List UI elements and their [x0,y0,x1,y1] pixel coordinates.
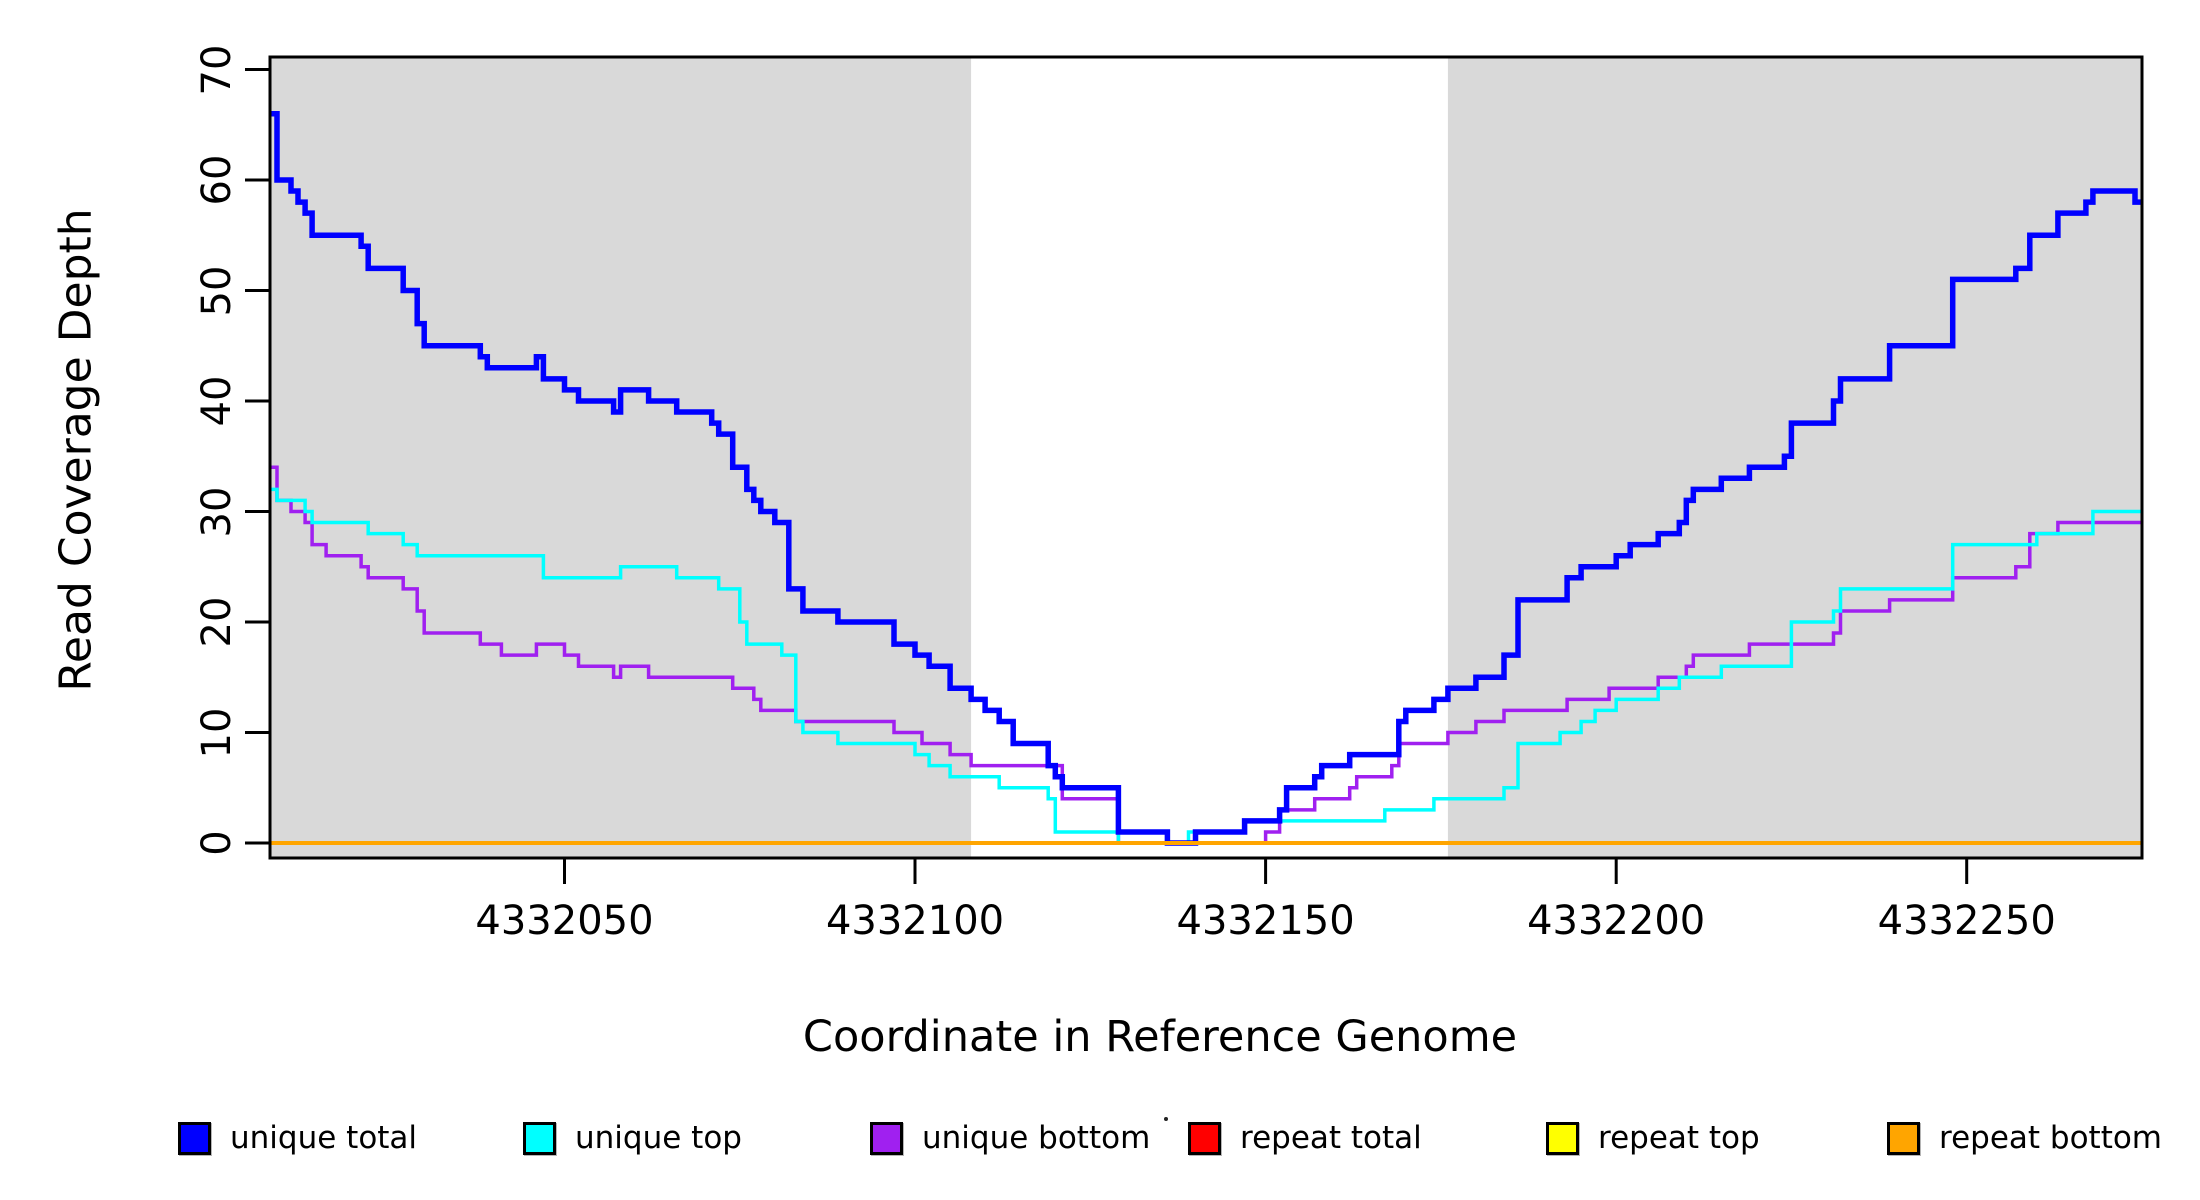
legend-swatch-icon [1546,1121,1579,1155]
legend-swatch-icon [523,1121,556,1155]
x-tick-label-4332250: 4332250 [1877,898,2056,944]
legend-label: repeat total [1240,1120,1422,1156]
stray-dot [1164,1117,1168,1121]
series-line-unique-total [270,110,2142,846]
y-tick-label-10: 10 [194,707,240,758]
plot-border [268,55,2144,860]
legend-swatch-icon [870,1121,903,1155]
legend-label: unique top [575,1120,742,1156]
legend-label: unique total [230,1120,418,1156]
legend-item-repeat-top: repeat top [1546,1120,1760,1156]
y-tick-label-40: 40 [194,375,240,427]
legend-item-unique-total: unique total [178,1120,418,1156]
shaded-region-right [1447,57,2142,858]
legend-swatch-icon [1188,1121,1221,1155]
y-tick-label-70: 70 [194,44,240,95]
legend-item-repeat-bottom: repeat bottom [1887,1120,2163,1156]
series-line-unique-top [270,487,2142,845]
y-tick-label-50: 50 [194,265,240,316]
shaded-region-left [270,57,972,858]
legend-item-unique-top: unique top [523,1120,742,1156]
legend-label: unique bottom [922,1120,1151,1156]
legend-swatch-icon [178,1121,211,1155]
y-tick-label-30: 30 [194,486,240,537]
y-axis-title: Read Coverage Depth [50,208,102,692]
y-tick-label-20: 20 [194,596,240,648]
x-tick-label-4332200: 4332200 [1527,898,1706,944]
x-axis-title: Coordinate in Reference Genome [802,1012,1518,1062]
legend-label: repeat bottom [1939,1120,2163,1156]
legend-swatch-icon [1887,1121,1920,1155]
y-tick-label-60: 60 [194,154,240,206]
legend-item-repeat-total: repeat total [1188,1120,1422,1156]
legend-item-unique-bottom: unique bottom [870,1120,1151,1156]
y-tick-label-0: 0 [194,830,240,856]
legend-label: repeat top [1598,1120,1760,1156]
x-tick-label-4332100: 4332100 [825,898,1005,944]
x-tick-label-4332150: 4332150 [1176,898,1355,944]
x-tick-label-4332050: 4332050 [475,898,654,944]
series-line-unique-bottom [270,465,2142,845]
